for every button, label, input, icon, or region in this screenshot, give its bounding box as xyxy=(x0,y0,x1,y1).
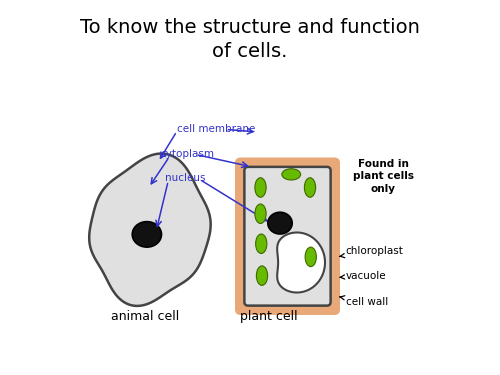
Ellipse shape xyxy=(256,234,267,254)
Polygon shape xyxy=(277,232,325,292)
Polygon shape xyxy=(89,153,210,306)
Text: nucleus: nucleus xyxy=(164,173,205,183)
Text: vacuole: vacuole xyxy=(340,271,386,280)
FancyBboxPatch shape xyxy=(244,167,330,306)
Text: plant cell: plant cell xyxy=(240,310,298,323)
Text: animal cell: animal cell xyxy=(111,310,179,323)
Ellipse shape xyxy=(255,204,266,224)
Text: To know the structure and function
of cells.: To know the structure and function of ce… xyxy=(80,18,420,61)
Text: cell wall: cell wall xyxy=(340,296,388,307)
Ellipse shape xyxy=(256,266,268,285)
Ellipse shape xyxy=(132,222,162,247)
Ellipse shape xyxy=(268,212,292,234)
Ellipse shape xyxy=(305,247,316,267)
Text: cytoplasm: cytoplasm xyxy=(161,149,215,159)
Text: Found in
plant cells
only: Found in plant cells only xyxy=(352,159,414,194)
Ellipse shape xyxy=(282,169,300,180)
Ellipse shape xyxy=(304,178,316,197)
Text: chloroplast: chloroplast xyxy=(340,246,404,258)
Text: cell membrane: cell membrane xyxy=(177,124,256,134)
FancyBboxPatch shape xyxy=(235,158,340,315)
Ellipse shape xyxy=(255,178,266,197)
